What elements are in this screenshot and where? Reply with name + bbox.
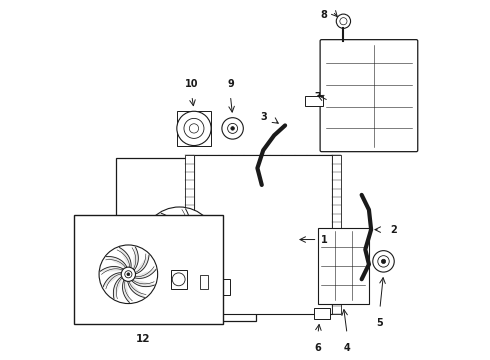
- Bar: [318, 228, 369, 304]
- Text: 1: 1: [321, 234, 328, 244]
- Polygon shape: [103, 273, 123, 287]
- Circle shape: [222, 118, 244, 139]
- Text: 4: 4: [343, 343, 350, 353]
- Bar: [171, 270, 187, 289]
- Polygon shape: [133, 269, 156, 278]
- Polygon shape: [113, 276, 123, 298]
- Text: 7: 7: [315, 92, 321, 102]
- Text: 6: 6: [315, 343, 321, 353]
- Bar: [212, 279, 230, 295]
- Circle shape: [373, 251, 394, 272]
- Circle shape: [381, 259, 386, 264]
- Bar: [194, 155, 333, 314]
- Polygon shape: [106, 257, 127, 269]
- Polygon shape: [134, 255, 149, 274]
- Polygon shape: [130, 279, 154, 287]
- Bar: [200, 275, 208, 289]
- Circle shape: [127, 273, 130, 276]
- Bar: [74, 215, 223, 324]
- Circle shape: [336, 14, 350, 28]
- Text: 5: 5: [376, 318, 383, 328]
- Text: 12: 12: [136, 334, 150, 344]
- Text: 3: 3: [260, 112, 267, 122]
- Polygon shape: [122, 278, 129, 302]
- Bar: [177, 111, 211, 145]
- Text: 2: 2: [391, 225, 397, 235]
- Polygon shape: [133, 247, 138, 271]
- Text: 9: 9: [227, 78, 234, 89]
- FancyBboxPatch shape: [320, 40, 418, 152]
- Circle shape: [231, 127, 234, 130]
- Text: 8: 8: [320, 10, 327, 20]
- Polygon shape: [127, 280, 145, 297]
- Circle shape: [172, 237, 187, 252]
- Circle shape: [121, 267, 136, 282]
- Circle shape: [177, 111, 211, 145]
- Polygon shape: [120, 247, 131, 269]
- Polygon shape: [100, 266, 125, 271]
- Bar: [314, 308, 330, 319]
- Text: 11: 11: [209, 277, 222, 287]
- Bar: [185, 155, 194, 314]
- Circle shape: [142, 207, 217, 282]
- Bar: [333, 155, 342, 314]
- Text: 10: 10: [185, 78, 198, 89]
- Bar: [116, 158, 256, 321]
- Bar: [305, 96, 322, 107]
